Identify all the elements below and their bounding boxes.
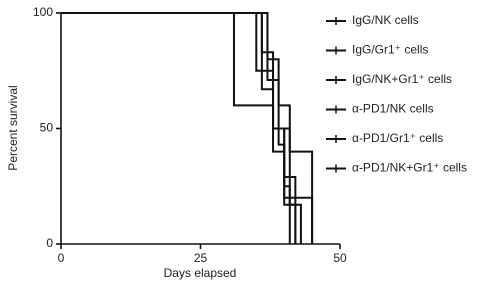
legend-label: α-PD1/NK cells [352, 102, 434, 116]
legend-label: IgG/NK+Gr1⁺ cells [352, 72, 452, 86]
survival-curve [61, 12, 314, 244]
legend-label: IgG/NK cells [352, 13, 419, 27]
legend-label: α-PD1/Gr1⁺ cells [352, 131, 443, 145]
y-tick-label: 0 [46, 236, 53, 250]
survival-curve [61, 12, 297, 244]
survival-curve [61, 12, 297, 244]
legend-label: α-PD1/NK+Gr1⁺ cells [352, 161, 467, 175]
x-axis-label: Days elapsed [164, 266, 237, 280]
survival-curve [61, 12, 314, 244]
survival-curve [61, 12, 302, 244]
y-axis-label: Percent survival [6, 85, 20, 170]
x-tick-label: 25 [194, 251, 208, 265]
y-tick-label: 100 [33, 5, 53, 19]
survival-curve [61, 12, 291, 244]
legend-label: IgG/Gr1⁺ cells [352, 43, 428, 57]
x-tick-label: 50 [333, 251, 347, 265]
x-tick-label: 0 [58, 251, 65, 265]
y-tick-label: 50 [40, 121, 54, 135]
